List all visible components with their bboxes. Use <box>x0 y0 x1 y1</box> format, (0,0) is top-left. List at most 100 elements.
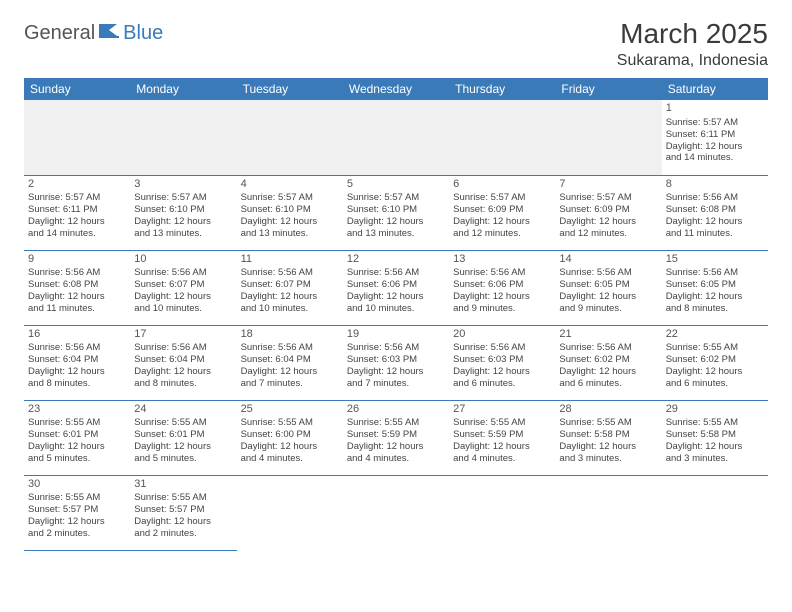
day-info-line: and 9 minutes. <box>453 303 551 315</box>
weekday-header: Tuesday <box>237 78 343 100</box>
day-info-line: Daylight: 12 hours <box>241 216 339 228</box>
weekday-header: Thursday <box>449 78 555 100</box>
calendar-cell: 24Sunrise: 5:55 AMSunset: 6:01 PMDayligh… <box>130 400 236 475</box>
day-info-line: Sunset: 6:04 PM <box>134 354 232 366</box>
day-info-line: Sunset: 5:57 PM <box>28 504 126 516</box>
day-info-line: and 11 minutes. <box>28 303 126 315</box>
day-info-line: Daylight: 12 hours <box>559 366 657 378</box>
day-info-line: and 2 minutes. <box>134 528 232 540</box>
logo: General Blue <box>24 18 163 45</box>
day-info-line: Sunset: 6:03 PM <box>453 354 551 366</box>
calendar-cell: 12Sunrise: 5:56 AMSunset: 6:06 PMDayligh… <box>343 250 449 325</box>
day-info-line: and 3 minutes. <box>559 453 657 465</box>
day-number: 20 <box>453 328 551 342</box>
day-info-line: Daylight: 12 hours <box>28 291 126 303</box>
day-info-line: Sunrise: 5:56 AM <box>134 267 232 279</box>
day-info-line: Sunrise: 5:55 AM <box>134 492 232 504</box>
day-number: 19 <box>347 328 445 342</box>
calendar-cell: 10Sunrise: 5:56 AMSunset: 6:07 PMDayligh… <box>130 250 236 325</box>
day-info-line: Daylight: 12 hours <box>28 516 126 528</box>
calendar-cell: 8Sunrise: 5:56 AMSunset: 6:08 PMDaylight… <box>662 175 768 250</box>
day-info-line: Daylight: 12 hours <box>134 516 232 528</box>
calendar-cell: 9Sunrise: 5:56 AMSunset: 6:08 PMDaylight… <box>24 250 130 325</box>
day-info-line: and 4 minutes. <box>241 453 339 465</box>
calendar-cell: 26Sunrise: 5:55 AMSunset: 5:59 PMDayligh… <box>343 400 449 475</box>
day-info-line: Sunrise: 5:55 AM <box>666 417 764 429</box>
day-info-line: Sunset: 6:07 PM <box>134 279 232 291</box>
calendar-cell <box>555 475 661 550</box>
day-info-line: and 6 minutes. <box>453 378 551 390</box>
day-info-line: Sunset: 6:06 PM <box>453 279 551 291</box>
day-number: 30 <box>28 478 126 492</box>
weekday-header: Wednesday <box>343 78 449 100</box>
day-info-line: and 10 minutes. <box>347 303 445 315</box>
calendar-cell: 2Sunrise: 5:57 AMSunset: 6:11 PMDaylight… <box>24 175 130 250</box>
calendar-row: 1Sunrise: 5:57 AMSunset: 6:11 PMDaylight… <box>24 100 768 175</box>
day-info-line: Sunrise: 5:57 AM <box>241 192 339 204</box>
day-info-line: Daylight: 12 hours <box>347 291 445 303</box>
calendar-cell: 4Sunrise: 5:57 AMSunset: 6:10 PMDaylight… <box>237 175 343 250</box>
day-number: 23 <box>28 403 126 417</box>
day-info-line: Sunrise: 5:56 AM <box>347 267 445 279</box>
day-info-line: and 10 minutes. <box>134 303 232 315</box>
day-info-line: Sunrise: 5:57 AM <box>134 192 232 204</box>
day-info-line: Daylight: 12 hours <box>28 216 126 228</box>
day-info-line: Sunrise: 5:57 AM <box>453 192 551 204</box>
day-number: 31 <box>134 478 232 492</box>
title-block: March 2025 Sukarama, Indonesia <box>617 18 768 70</box>
calendar-cell <box>555 100 661 175</box>
day-info-line: Sunrise: 5:57 AM <box>28 192 126 204</box>
day-info-line: Daylight: 12 hours <box>347 366 445 378</box>
day-info-line: Daylight: 12 hours <box>666 291 764 303</box>
day-info-line: Daylight: 12 hours <box>666 441 764 453</box>
day-info-line: Sunrise: 5:56 AM <box>241 342 339 354</box>
day-info-line: and 14 minutes. <box>28 228 126 240</box>
calendar-cell <box>449 475 555 550</box>
calendar-cell <box>130 100 236 175</box>
day-info-line: and 4 minutes. <box>347 453 445 465</box>
day-info-line: Sunrise: 5:56 AM <box>453 267 551 279</box>
day-info-line: Daylight: 12 hours <box>134 366 232 378</box>
day-info-line: Sunrise: 5:56 AM <box>559 267 657 279</box>
calendar-row: 23Sunrise: 5:55 AMSunset: 6:01 PMDayligh… <box>24 400 768 475</box>
calendar-cell: 31Sunrise: 5:55 AMSunset: 5:57 PMDayligh… <box>130 475 236 550</box>
day-info-line: Sunset: 6:10 PM <box>134 204 232 216</box>
day-number: 8 <box>666 178 764 192</box>
day-info-line: Sunrise: 5:56 AM <box>666 267 764 279</box>
day-info-line: and 8 minutes. <box>134 378 232 390</box>
day-info-line: Daylight: 12 hours <box>241 441 339 453</box>
day-info-line: Sunset: 6:08 PM <box>28 279 126 291</box>
day-info-line: Sunset: 6:03 PM <box>347 354 445 366</box>
day-info-line: Sunrise: 5:55 AM <box>134 417 232 429</box>
day-number: 12 <box>347 253 445 267</box>
day-number: 25 <box>241 403 339 417</box>
day-info-line: Daylight: 12 hours <box>134 291 232 303</box>
weekday-header-row: SundayMondayTuesdayWednesdayThursdayFrid… <box>24 78 768 100</box>
day-info-line: Daylight: 12 hours <box>666 366 764 378</box>
calendar-cell: 25Sunrise: 5:55 AMSunset: 6:00 PMDayligh… <box>237 400 343 475</box>
day-info-line: Sunrise: 5:56 AM <box>666 192 764 204</box>
calendar-cell: 14Sunrise: 5:56 AMSunset: 6:05 PMDayligh… <box>555 250 661 325</box>
day-number: 29 <box>666 403 764 417</box>
calendar-cell: 29Sunrise: 5:55 AMSunset: 5:58 PMDayligh… <box>662 400 768 475</box>
calendar-cell: 18Sunrise: 5:56 AMSunset: 6:04 PMDayligh… <box>237 325 343 400</box>
day-number: 28 <box>559 403 657 417</box>
day-info-line: Sunrise: 5:56 AM <box>28 342 126 354</box>
day-info-line: and 3 minutes. <box>666 453 764 465</box>
day-info-line: and 7 minutes. <box>347 378 445 390</box>
day-info-line: Sunset: 6:02 PM <box>666 354 764 366</box>
calendar-row: 30Sunrise: 5:55 AMSunset: 5:57 PMDayligh… <box>24 475 768 550</box>
day-info-line: Sunrise: 5:55 AM <box>559 417 657 429</box>
day-info-line: Daylight: 12 hours <box>28 441 126 453</box>
day-info-line: Sunset: 6:04 PM <box>28 354 126 366</box>
day-info-line: Sunset: 5:59 PM <box>347 429 445 441</box>
flag-icon <box>99 22 121 45</box>
calendar-cell: 21Sunrise: 5:56 AMSunset: 6:02 PMDayligh… <box>555 325 661 400</box>
weekday-header: Saturday <box>662 78 768 100</box>
day-info-line: Sunrise: 5:56 AM <box>28 267 126 279</box>
calendar-body: 1Sunrise: 5:57 AMSunset: 6:11 PMDaylight… <box>24 100 768 550</box>
day-info-line: and 7 minutes. <box>241 378 339 390</box>
day-info-line: Sunrise: 5:57 AM <box>347 192 445 204</box>
calendar-cell: 7Sunrise: 5:57 AMSunset: 6:09 PMDaylight… <box>555 175 661 250</box>
day-info-line: Daylight: 12 hours <box>134 216 232 228</box>
